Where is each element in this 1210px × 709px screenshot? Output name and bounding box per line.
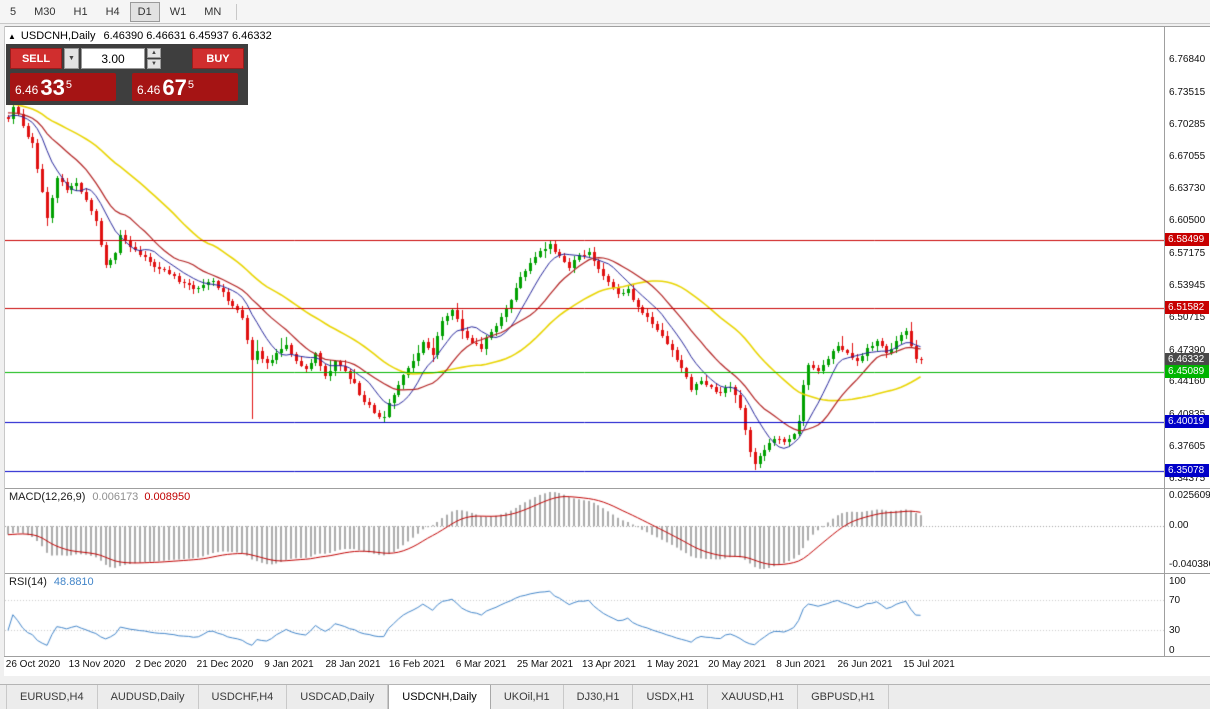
chart-ohlc-label: 6.46390 6.46631 6.45937 6.46332 xyxy=(103,30,272,42)
chart-symbol-label: USDCNH,Daily xyxy=(20,30,96,42)
volume-increase-button[interactable]: ▲ xyxy=(147,48,161,58)
toolbar-separator xyxy=(236,3,238,20)
ask-price-pip: 5 xyxy=(187,79,194,91)
chart-tab-usdcnh-daily[interactable]: USDCNH,Daily xyxy=(388,685,491,709)
macd-signal-value: 0.008950 xyxy=(144,491,191,503)
chart-tab-xauusd-h1[interactable]: XAUUSD,H1 xyxy=(708,685,799,709)
chart-frame-top xyxy=(4,26,1210,27)
macd-name: MACD(12,26,9) xyxy=(9,491,86,503)
chart-tab-usdcad-daily[interactable]: USDCAD,Daily xyxy=(287,685,389,709)
ask-price-big: 67 xyxy=(162,75,187,100)
ask-price-prefix: 6.46 xyxy=(137,83,161,97)
chart-frame-left xyxy=(4,26,5,656)
rsi-indicator-label: RSI(14) 48.8810 xyxy=(9,576,94,588)
chart-tab-audusd-daily[interactable]: AUDUSD,Daily xyxy=(98,685,199,709)
bid-price-pip: 5 xyxy=(65,79,72,91)
timeframe-button-5[interactable]: 5 xyxy=(10,5,17,18)
chart-tabs-bar: EURUSD,H4 AUDUSD,Daily USDCHF,H4 USDCAD,Dai… xyxy=(0,684,1210,709)
rsi-name: RSI(14) xyxy=(9,576,47,588)
timeframe-toolbar: 5 M30 H1 H4 D1 W1 MN xyxy=(0,0,1210,24)
macd-panel-chart[interactable] xyxy=(5,489,1164,572)
time-axis-line xyxy=(4,656,1210,657)
chart-tab-usdchf-h4[interactable]: USDCHF,H4 xyxy=(199,685,288,709)
volume-dropdown-button[interactable]: ▼ xyxy=(64,48,79,69)
rsi-value: 48.8810 xyxy=(53,576,94,588)
buy-button[interactable]: BUY xyxy=(192,48,244,69)
collapse-trade-panel-icon[interactable]: ▲ xyxy=(8,32,16,41)
macd-main-value: 0.006173 xyxy=(92,491,139,503)
chart-tab-eurusd-h4[interactable]: EURUSD,H4 xyxy=(6,685,98,709)
bid-price-box[interactable]: 6.46 33 5 xyxy=(10,73,116,101)
macd-axis-min-label: -0.040386 xyxy=(1169,559,1210,570)
macd-axis-max-label: 0.025609 xyxy=(1169,490,1210,501)
chart-title: ▲ USDCNH,Daily 6.46390 6.46631 6.45937 6.4… xyxy=(8,30,272,42)
rsi-panel-chart[interactable] xyxy=(5,574,1164,656)
macd-indicator-label: MACD(12,26,9) 0.006173 0.008950 xyxy=(9,491,190,503)
bid-price-big: 33 xyxy=(40,75,65,100)
chart-tab-usdx-h1[interactable]: USDX,H1 xyxy=(633,685,709,709)
chart-tab-dj30-h1[interactable]: DJ30,H1 xyxy=(564,685,634,709)
volume-decrease-button[interactable]: ▼ xyxy=(147,59,161,69)
chart-tab-gbpusd-h1[interactable]: GBPUSD,H1 xyxy=(798,685,889,709)
panel-splitter-macd[interactable] xyxy=(4,488,1210,489)
timeframe-button-h4[interactable]: H4 xyxy=(105,5,120,18)
timeframe-button-d1[interactable]: D1 xyxy=(129,1,160,22)
volume-input[interactable] xyxy=(81,48,145,69)
timeframe-button-w1[interactable]: W1 xyxy=(169,5,187,18)
timeframe-button-mn[interactable]: MN xyxy=(204,5,222,18)
volume-stepper: ▲ ▼ xyxy=(147,48,161,69)
timeframe-button-h1[interactable]: H1 xyxy=(73,5,88,18)
timeframe-button-m30[interactable]: M30 xyxy=(34,5,56,18)
bid-price-prefix: 6.46 xyxy=(15,83,39,97)
one-click-trade-panel: SELL ▼ ▲ ▼ BUY 6.46 33 5 6.46 67 5 xyxy=(6,44,248,105)
panel-splitter-rsi[interactable] xyxy=(4,573,1210,574)
sell-button[interactable]: SELL xyxy=(10,48,62,69)
macd-axis-zero-label: 0.00 xyxy=(1169,520,1189,531)
ask-price-box[interactable]: 6.46 67 5 xyxy=(132,73,238,101)
price-axis-line xyxy=(1164,26,1165,656)
chart-tab-ukoil-h1[interactable]: UKOil,H1 xyxy=(491,685,564,709)
